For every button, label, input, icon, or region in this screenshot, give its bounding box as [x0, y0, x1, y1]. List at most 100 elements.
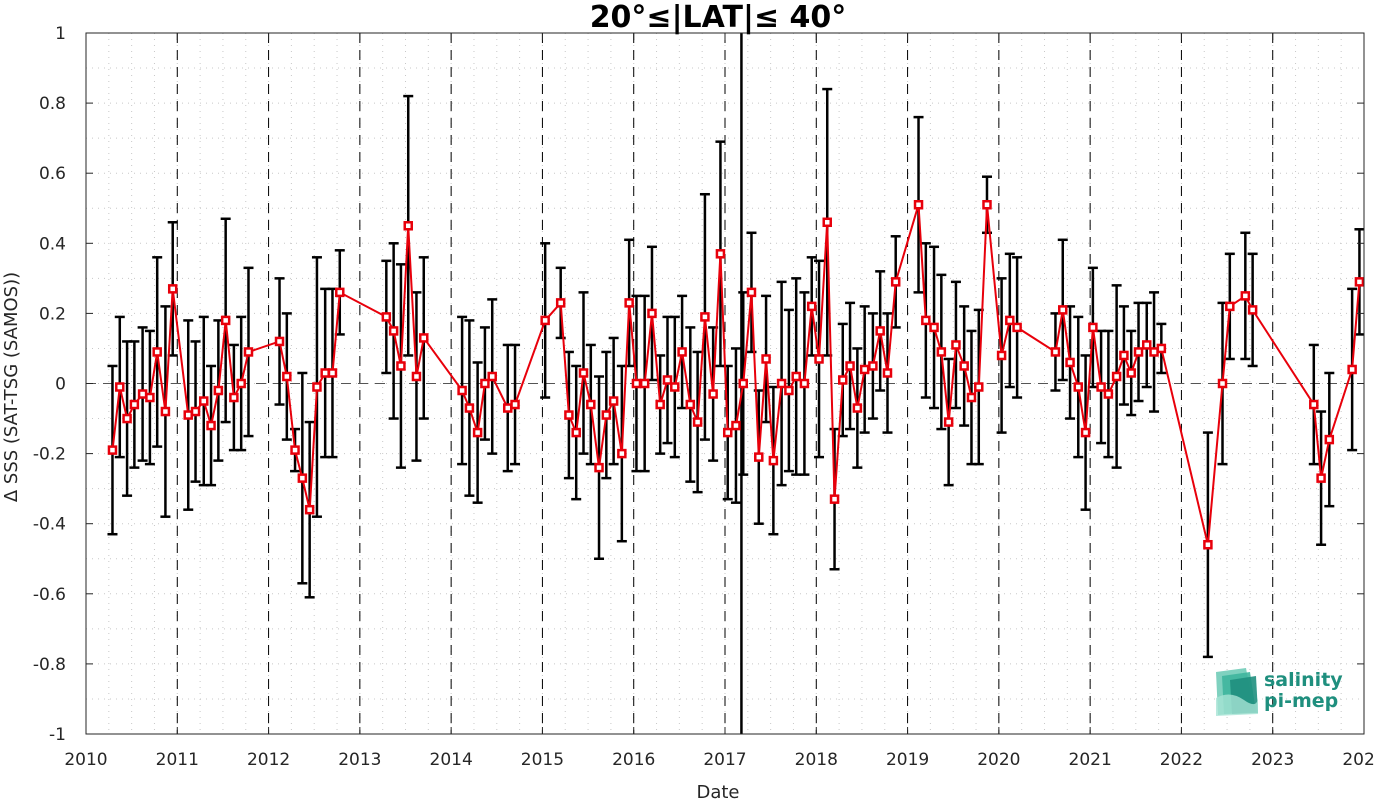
data-point	[594, 462, 604, 473]
x-tick-label: 2016	[612, 750, 655, 770]
data-point	[1096, 382, 1106, 392]
data-point	[236, 378, 246, 389]
data-point	[403, 221, 413, 231]
data-point	[822, 217, 832, 228]
data-point	[213, 385, 224, 396]
data-point	[274, 336, 285, 347]
data-point	[282, 371, 292, 382]
x-tick-label: 2015	[521, 750, 564, 770]
data-point	[396, 361, 406, 371]
data-point	[852, 403, 863, 413]
pi-mep-logo-icon	[1216, 668, 1258, 716]
data-point	[578, 368, 589, 378]
data-point	[1240, 291, 1251, 301]
data-point	[738, 378, 749, 389]
data-point	[510, 399, 520, 410]
data-point	[1347, 364, 1357, 375]
data-point	[183, 410, 193, 420]
data-point	[859, 364, 870, 375]
data-point	[829, 494, 840, 504]
data-point	[1217, 378, 1228, 389]
series-markers	[107, 199, 1365, 550]
data-point	[411, 371, 422, 382]
data-point	[601, 410, 612, 420]
x-tick-label: 2011	[156, 750, 199, 770]
series-line	[111, 204, 1361, 545]
chart-title: 20°≤|LAT|≤ 40°	[590, 0, 847, 35]
data-point	[320, 368, 330, 378]
y-tick-label: 0.4	[39, 234, 66, 254]
y-tick-label: 0.8	[39, 94, 66, 114]
data-point	[220, 315, 231, 326]
data-point	[190, 406, 201, 417]
data-point	[982, 199, 992, 210]
data-point	[1005, 315, 1015, 326]
data-point	[617, 448, 627, 459]
data-point	[921, 315, 931, 326]
data-point	[312, 382, 322, 392]
y-tick-label: 0.2	[39, 304, 66, 324]
data-point	[1058, 305, 1068, 315]
data-point	[464, 403, 475, 413]
data-point	[974, 382, 984, 392]
data-point	[776, 378, 787, 389]
data-point	[1203, 539, 1213, 550]
data-point	[631, 378, 642, 389]
data-point	[304, 504, 315, 515]
data-point	[540, 315, 550, 326]
data-point	[868, 361, 878, 371]
data-point	[754, 452, 764, 462]
data-point	[1309, 399, 1319, 410]
logo-text-line1: salinity	[1264, 669, 1343, 691]
data-point	[1050, 347, 1061, 357]
data-point	[206, 420, 216, 431]
data-point	[875, 326, 885, 336]
y-tick-label: 0	[55, 375, 66, 395]
data-point	[1088, 322, 1098, 333]
data-point	[502, 403, 513, 413]
data-point	[297, 473, 308, 483]
data-point	[122, 413, 132, 424]
x-axis-ticks: 2010 2011 2012 2013 2014 2015 2016 2017 2018 2019…	[64, 33, 1375, 770]
y-tick-label: -1	[49, 725, 66, 745]
data-point	[564, 410, 574, 420]
data-point	[700, 312, 710, 322]
data-point	[137, 389, 148, 399]
data-point	[959, 361, 969, 371]
x-tick-label: 2014	[430, 750, 473, 770]
y-axis-ticks: -1 -0.8 -0.6 -0.4 -0.2 0 0.2 0.4 0.6 0.8 1	[33, 24, 1364, 745]
data-point	[1012, 322, 1022, 333]
data-point	[1111, 371, 1122, 382]
data-point	[1133, 347, 1144, 357]
y-tick-label: 1	[55, 24, 66, 44]
data-point	[571, 427, 581, 438]
data-point	[746, 287, 757, 298]
data-point	[791, 371, 801, 382]
data-point	[1065, 357, 1075, 368]
data-point	[243, 347, 254, 357]
data-point	[1247, 305, 1258, 315]
data-point	[882, 368, 893, 378]
reference-lines	[86, 33, 1364, 734]
data-point	[1073, 382, 1084, 392]
data-point	[784, 385, 794, 396]
x-tick-label: 2017	[703, 750, 746, 770]
data-point	[890, 277, 901, 287]
data-point	[996, 350, 1007, 361]
data-point	[480, 378, 490, 389]
data-point	[943, 417, 954, 427]
data-point	[624, 298, 634, 308]
data-point	[715, 249, 726, 259]
data-point	[685, 399, 696, 410]
data-point	[913, 199, 924, 210]
data-point	[457, 385, 467, 396]
data-point	[662, 375, 673, 385]
data-point	[167, 284, 178, 294]
y-tick-label: -0.6	[33, 585, 66, 605]
data-point	[722, 427, 733, 438]
data-point	[472, 427, 483, 438]
data-point	[655, 399, 665, 410]
data-point	[199, 396, 209, 406]
y-axis-label: Δ SSS (SAT-TSG (SAMOS))	[1, 272, 22, 502]
x-tick-label: 2022	[1160, 750, 1203, 770]
